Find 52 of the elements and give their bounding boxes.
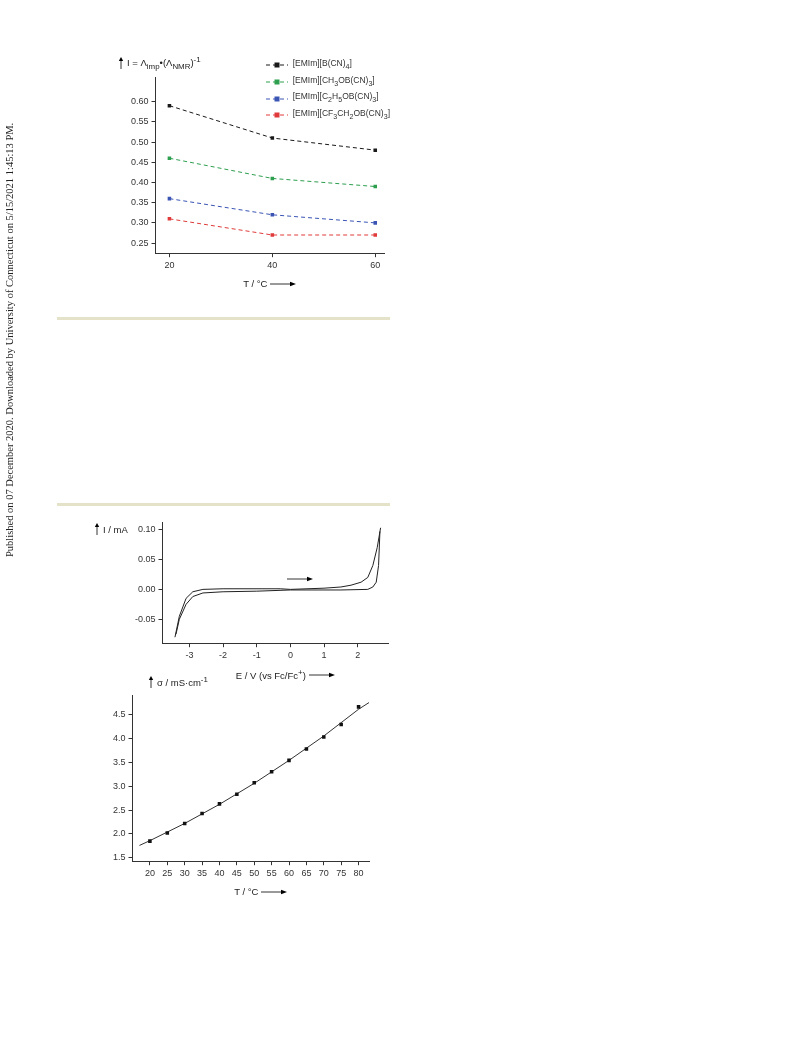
x-tick-label: 2 [355, 650, 361, 661]
x-tick-label: 50 [249, 868, 260, 879]
legend-label: [EMIm][CF$_{3}$CH$_{2}$OB(CN)$_{3}$] [292, 107, 390, 123]
y-tick-label: 0.05 [137, 553, 156, 564]
legend-label: [EMIm][B(CN)$_{4}$] [292, 57, 352, 73]
x-tick-label: 60 [284, 868, 295, 879]
x-tick-label: 65 [301, 868, 312, 879]
x-tick-label: 0 [287, 650, 293, 661]
legend-label: [EMIm][C$_{2}$H$_{5}$OB(CN)$_{3}$] [292, 90, 379, 107]
x-tick-label: 70 [318, 868, 329, 879]
y-tick-label: 0.60 [130, 96, 149, 107]
x-tick-label: 40 [267, 260, 278, 271]
x-axis-title: T / °C [243, 278, 268, 289]
y-tick-label: 0.55 [130, 116, 149, 127]
x-tick-label: 35 [197, 868, 208, 879]
y-tick-label: 0.40 [130, 176, 149, 187]
x-tick-label: 55 [266, 868, 277, 879]
y-tick-label: 0.00 [137, 583, 156, 594]
x-axis-title: E / V (vs Fc/Fc$^{+}$) [235, 668, 306, 682]
x-tick-label: 25 [162, 868, 173, 879]
x-tick-label: 45 [231, 868, 242, 879]
x-tick-label: 60 [370, 260, 381, 271]
x-axis-title: T / °C [234, 886, 259, 897]
y-tick-label: 0.25 [130, 237, 149, 248]
x-tick-label: -3 [185, 650, 194, 661]
y-tick-label: 4.5 [113, 709, 126, 719]
x-tick-label: -1 [252, 650, 261, 661]
y-tick-label: -0.05 [135, 613, 156, 624]
y-tick-label: 4.0 [113, 732, 126, 743]
x-tick-label: 20 [144, 868, 155, 879]
x-tick-label: 20 [164, 260, 175, 271]
y-tick-label: 0.45 [130, 156, 149, 167]
y-tick-label: 0.10 [137, 524, 156, 535]
x-tick-label: 30 [179, 868, 190, 879]
y-axis-title: I = Λ$_{imp}$•(Λ$_{NMR}$)$^{-1}$ [127, 55, 201, 72]
x-tick-label: 1 [321, 650, 327, 661]
legend-label: [EMIm][CH$_{3}$OB(CN)$_{3}$] [292, 73, 375, 90]
y-tick-label: 0.35 [130, 197, 149, 208]
y-tick-label: 0.30 [130, 217, 149, 228]
x-tick-label: 80 [353, 868, 364, 879]
y-tick-label: 2.5 [113, 804, 126, 815]
y-axis-title: σ / mS·cm$^{-1}$ [157, 675, 208, 689]
x-tick-label: 40 [214, 868, 225, 879]
y-tick-label: 1.5 [113, 852, 126, 863]
y-axis-title: I / mA [103, 523, 128, 535]
y-tick-label: 3.0 [113, 780, 126, 791]
y-tick-label: 3.5 [113, 756, 126, 767]
x-tick-label: 75 [336, 868, 347, 879]
y-tick-label: 0.50 [130, 136, 149, 147]
text: Published on 07 December 2020. Downloaded by University of Connecticut on 5/15/2021 1:45:13 PM. [4, 122, 15, 557]
x-tick-label: -2 [219, 650, 228, 661]
y-tick-label: 2.0 [113, 828, 126, 839]
